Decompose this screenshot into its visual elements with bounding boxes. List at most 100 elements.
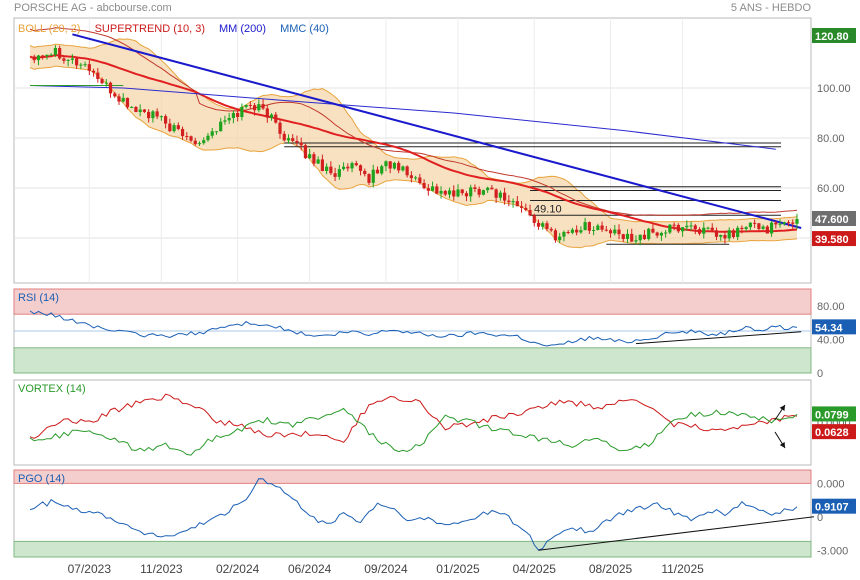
candle-body (96, 72, 100, 79)
candle-body (176, 125, 180, 129)
header-symbol: PORSCHE AG - abcbourse.com (14, 2, 172, 14)
candle-body (570, 229, 575, 233)
price-trendline (72, 33, 802, 229)
candle-body (108, 82, 113, 94)
candle-body (291, 138, 295, 141)
candle-body (693, 225, 697, 230)
candle-body (193, 140, 197, 145)
rsi-y-tick: 80.00 (817, 301, 845, 313)
candle-body (121, 97, 125, 102)
candle-body (515, 201, 519, 207)
candle-body (672, 224, 676, 226)
vtx-panel-frame (13, 379, 812, 466)
candle-body (494, 189, 498, 198)
candle-body (341, 166, 346, 170)
candle-body (689, 225, 693, 227)
candle-body (625, 233, 630, 239)
candle-body (185, 136, 189, 138)
header-period: 5 ANS - HEBDO (730, 2, 811, 14)
candle-body (189, 136, 193, 141)
candle-body (714, 230, 719, 237)
candle-body (579, 230, 583, 233)
price-badge-label: 120.80 (815, 31, 849, 43)
price-badge-label: 39.580 (815, 234, 849, 246)
candle-body (562, 232, 566, 237)
candle-body (248, 104, 252, 106)
candle-body (439, 190, 443, 194)
vortex-minus-line (29, 393, 798, 443)
candle-body (511, 201, 515, 203)
rsi-trendline (635, 331, 802, 345)
candle-body (45, 54, 49, 57)
rsi-line (29, 310, 798, 347)
candle-body (719, 234, 723, 237)
candle-body (172, 125, 176, 132)
candle-body (655, 232, 659, 236)
price-y-tick: 100.00 (817, 83, 851, 95)
candle-body (278, 122, 282, 134)
candle-body (486, 187, 490, 191)
candle-body (795, 219, 799, 224)
candle-body (621, 234, 625, 239)
candle-body (346, 166, 350, 169)
candle-body (736, 227, 740, 237)
price-badge: 39.580 (812, 231, 856, 247)
candle-body (668, 224, 672, 233)
candle-body (333, 173, 337, 177)
candle-body (409, 175, 413, 179)
pgo-trendline (538, 516, 815, 551)
vortex-minus-badge: 0.0628 (812, 424, 856, 440)
candle-body (401, 166, 405, 171)
price-badge-label: 47.600 (815, 214, 849, 226)
candle-body (299, 142, 303, 146)
candle-body (134, 107, 138, 113)
candle-body (460, 189, 464, 194)
candle-body (32, 56, 36, 61)
candle-body (53, 48, 58, 55)
candle-body (142, 109, 147, 112)
price-annotation: 49.10 (534, 203, 562, 215)
x-axis-label: 11/2023 (140, 562, 183, 576)
vortex-plus-line (29, 407, 798, 456)
candle-body (180, 128, 185, 137)
candle-body (680, 227, 685, 232)
x-axis-label: 07/2023 (68, 562, 112, 576)
candle-body (587, 222, 591, 231)
price-badge-bg (812, 28, 856, 43)
candle-body (375, 169, 380, 174)
candle-body (490, 187, 494, 190)
candle-body (604, 229, 608, 231)
candle-body (452, 190, 456, 197)
candle-body (647, 228, 651, 240)
pgo-badge-label: 0.9107 (815, 502, 849, 514)
candle-body (337, 169, 341, 177)
candle-body (113, 93, 117, 97)
candle-body (613, 229, 617, 234)
candle-body (634, 240, 638, 242)
candle-body (549, 228, 553, 231)
price-y-tick: 60.00 (817, 183, 845, 195)
candle-body (753, 222, 757, 224)
candle-body (447, 190, 452, 195)
legend-entry: BOLL (20, 2) (18, 23, 81, 35)
candle-body (524, 207, 528, 210)
candle-body (117, 96, 121, 102)
pgo-y-tick: -3.000 (817, 545, 848, 557)
x-axis-label: 06/2024 (288, 562, 332, 576)
candle-body (70, 58, 74, 60)
rsi-y-tick: 0 (817, 368, 823, 380)
candle-body (392, 162, 397, 169)
candle-body (757, 223, 761, 229)
candle-body (197, 143, 202, 145)
candle-body (62, 58, 66, 61)
candle-body (83, 64, 87, 66)
candle-body (286, 138, 291, 141)
candle-body (269, 114, 274, 118)
candle-body (608, 230, 613, 234)
candle-body (223, 120, 227, 122)
candle-body (426, 188, 430, 191)
rsi-badge: 54.34 (812, 319, 856, 335)
candle-body (498, 192, 502, 198)
candle-body (210, 131, 214, 136)
